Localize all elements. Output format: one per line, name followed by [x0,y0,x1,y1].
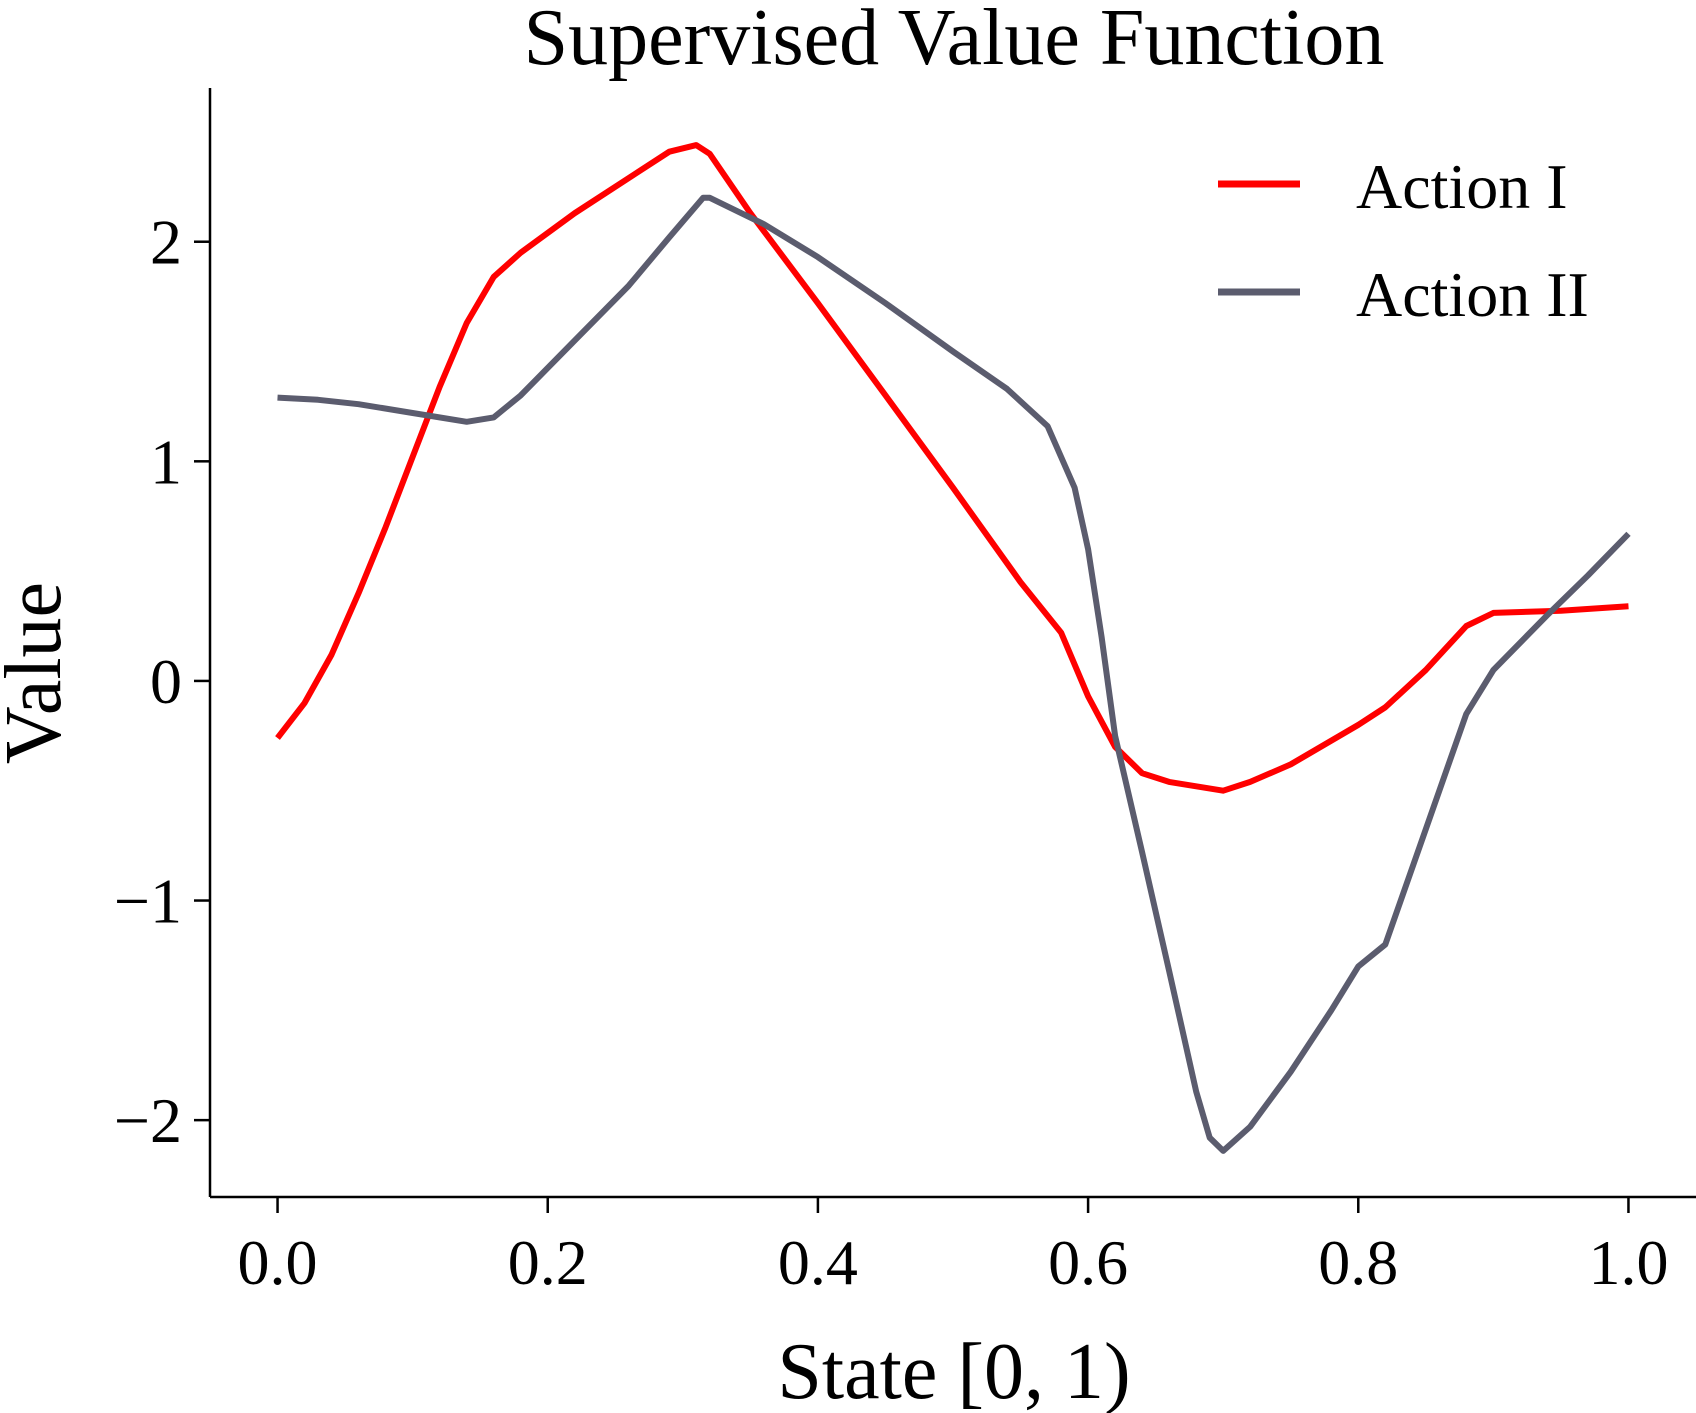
x-tick-label: 0.6 [1048,1227,1128,1298]
y-tick-label: −1 [114,866,182,937]
x-tick-label: 0.8 [1318,1227,1398,1298]
chart-title: Supervised Value Function [524,0,1385,82]
y-axis-label: Value [0,582,78,764]
legend-label: Action I [1356,151,1568,222]
series-layer [275,142,1631,1154]
y-axis-ticks: −2 −1 0 1 2 [114,207,210,1156]
x-axis-label: State [0, 1) [777,1328,1130,1413]
x-tick-label: 0.4 [778,1227,858,1298]
y-tick-label: 0 [150,646,182,717]
x-axis-ticks: 0.0 0.2 0.4 0.6 0.8 1.0 [238,1197,1668,1298]
legend: Action I Action II [1218,151,1589,330]
y-tick-label: −2 [114,1085,182,1156]
y-tick-label: 1 [150,426,182,497]
y-tick-label: 2 [150,207,182,278]
x-tick-label: 1.0 [1588,1227,1668,1298]
series-line-2 [277,194,1631,1154]
x-tick-label: 0.0 [238,1227,318,1298]
x-tick-label: 0.2 [508,1227,588,1298]
legend-label: Action II [1356,259,1589,330]
series-line-1 [275,142,1629,794]
